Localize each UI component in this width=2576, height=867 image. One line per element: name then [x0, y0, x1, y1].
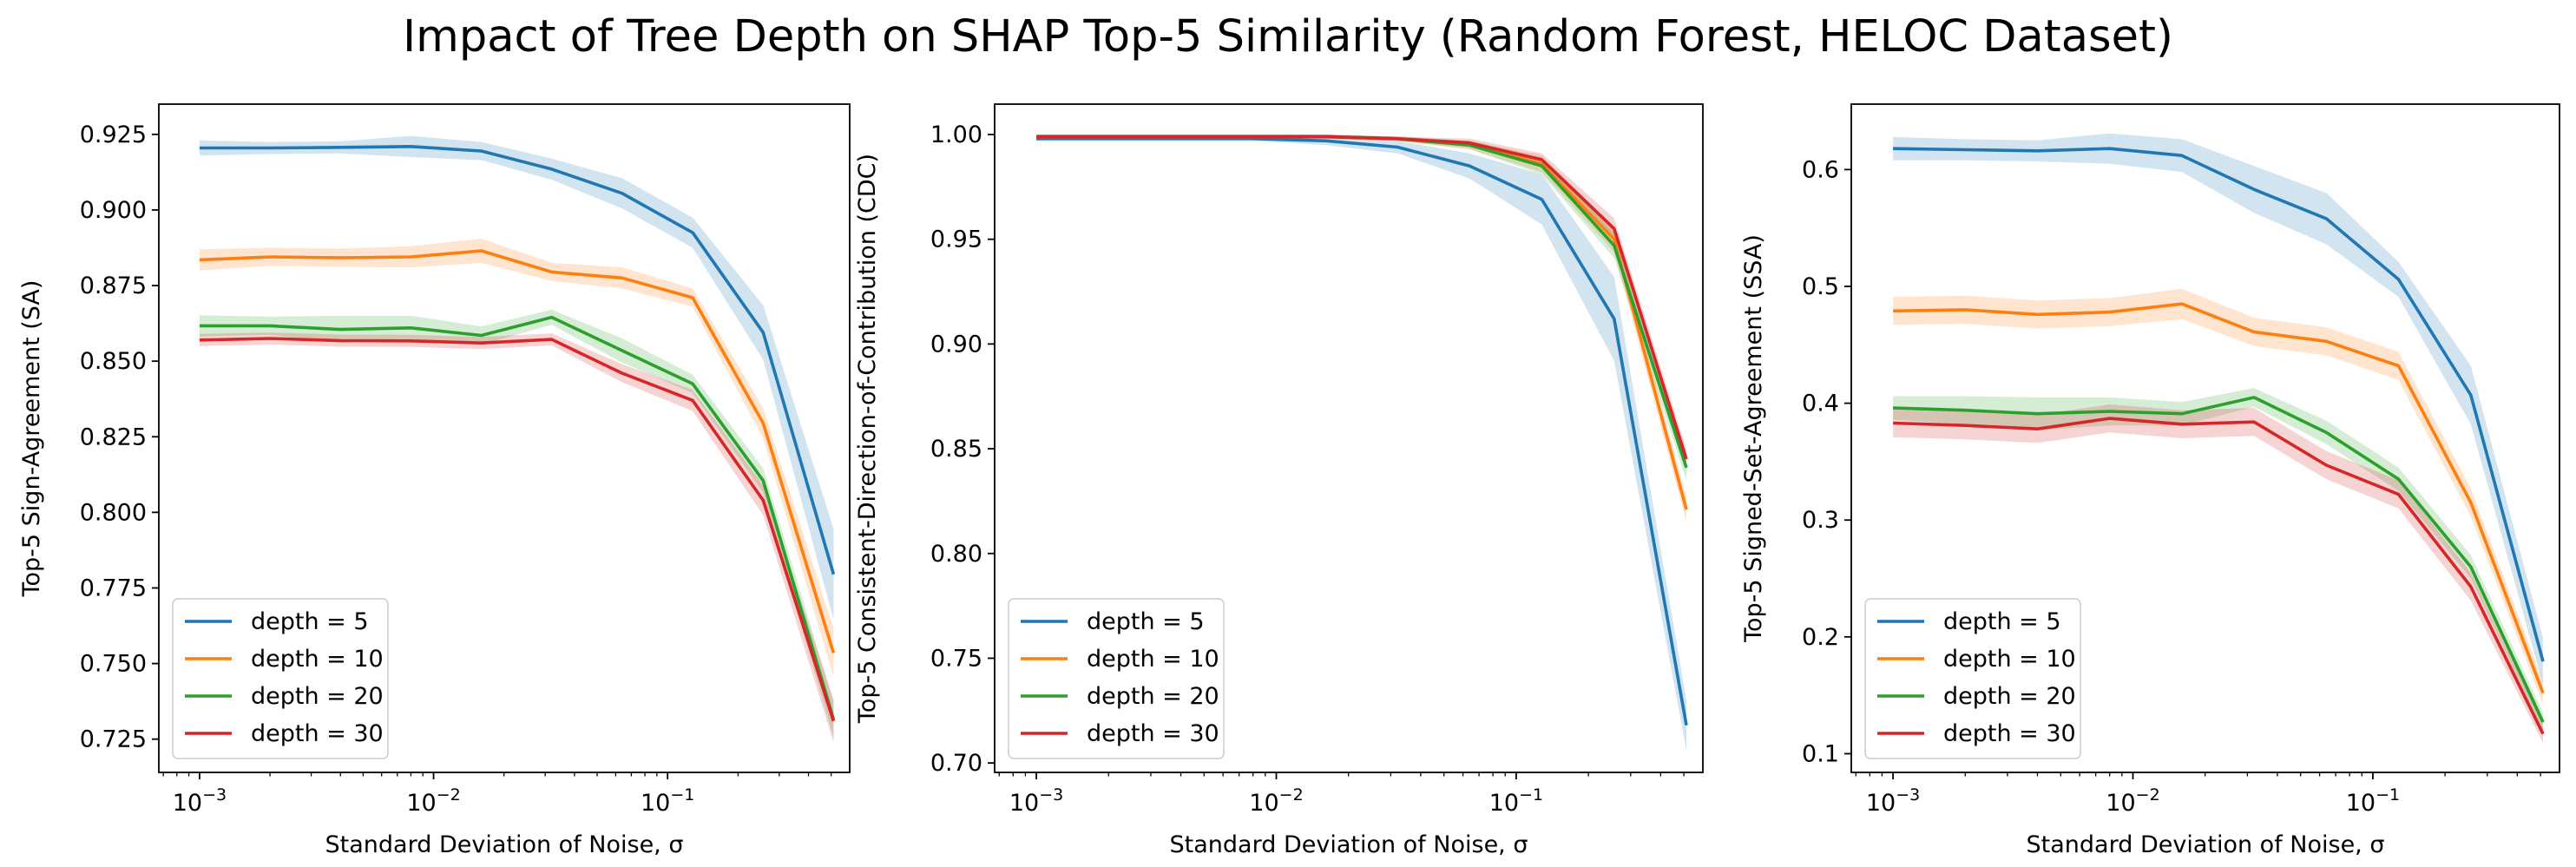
- y-tick-label: 0.5: [1802, 273, 1839, 300]
- y-axis-label: Top-5 Consistent-Direction-of-Contributi…: [854, 154, 881, 724]
- subplot-consistent-direction: 0.70 0.75 0.80 0.85 0.90 0.95 1.00 10−3 10−2 10−1…: [854, 103, 1704, 858]
- legend-label: depth = 10: [251, 646, 384, 673]
- legend-box: [1864, 598, 2081, 759]
- y-tick-label: 0.850: [80, 348, 147, 375]
- y-tick-label: 0.75: [930, 645, 982, 672]
- x-axis-label: Standard Deviation of Noise, σ: [325, 831, 684, 858]
- y-tick-label: 0.825: [80, 424, 147, 450]
- y-axis-label: Top-5 Sign-Agreement (SA): [18, 280, 45, 598]
- confidence-band-depth-20: [1893, 388, 2543, 732]
- x-axis-label: Standard Deviation of Noise, σ: [2027, 831, 2385, 858]
- y-tick-label: 0.775: [80, 575, 147, 601]
- x-tick-label: 10−3: [173, 785, 227, 817]
- y-axis-label: Top-5 Signed-Set-Agreement (SSA): [1740, 234, 1767, 643]
- x-tick-label: 10−1: [641, 785, 694, 817]
- series-line-depth-20: [199, 315, 836, 720]
- legend: depth = 5 depth = 10 depth = 20 depth = 30: [1008, 598, 1225, 759]
- x-tick-label: 10−1: [2346, 785, 2400, 817]
- figure-title: Impact of Tree Depth on SHAP Top-5 Simil…: [403, 11, 2173, 62]
- y-tick-label: 0.725: [80, 726, 147, 753]
- x-tick-label: 10−2: [1249, 785, 1303, 817]
- y-tick-label: 0.875: [80, 273, 147, 299]
- legend-label: depth = 20: [1087, 683, 1219, 710]
- y-tick-label: 0.95: [930, 227, 982, 253]
- series-line-depth-5: [1893, 147, 2545, 662]
- plot-area: [1036, 135, 1688, 751]
- y-tick-label: 0.70: [930, 750, 982, 777]
- x-tick-label: 10−2: [406, 785, 460, 817]
- series-line-depth-30: [199, 337, 836, 722]
- series-line-depth-5: [1036, 137, 1688, 726]
- plot-area: [1893, 133, 2545, 744]
- y-tick-label: 0.4: [1802, 391, 1839, 417]
- series-line-depth-30: [1036, 135, 1688, 460]
- series-line-depth-10: [1036, 135, 1688, 510]
- legend-label: depth = 20: [1943, 683, 2076, 710]
- y-tick-label: 1.00: [930, 122, 982, 148]
- y-tick-label: 0.1: [1802, 740, 1839, 767]
- confidence-band-depth-5: [1893, 133, 2543, 685]
- x-tick-label: 10−1: [1489, 785, 1543, 817]
- legend: depth = 5 depth = 10 depth = 20 depth = 30: [1864, 598, 2081, 759]
- x-tick-label: 10−3: [1866, 785, 1920, 817]
- plot-area: [199, 135, 836, 743]
- legend-label: depth = 5: [1087, 608, 1205, 635]
- series-line-depth-20: [1893, 396, 2545, 723]
- x-axis-label: Standard Deviation of Noise, σ: [1170, 831, 1528, 858]
- subplot-signed-set-agreement: 0.1 0.2 0.3 0.4 0.5 0.6 10−3 10−2 10−1 Standard D…: [1740, 103, 2560, 858]
- x-tick-label: 10−3: [1009, 785, 1063, 817]
- legend-label: depth = 10: [1087, 646, 1219, 673]
- y-tick-label: 0.6: [1802, 156, 1839, 183]
- legend-label: depth = 20: [251, 683, 384, 710]
- series-line-depth-30: [1893, 417, 2545, 735]
- y-tick-label: 0.800: [80, 499, 147, 526]
- legend-box: [1008, 598, 1225, 759]
- confidence-band-depth-30: [1893, 404, 2543, 744]
- legend-label: depth = 5: [1943, 608, 2061, 635]
- y-tick-label: 0.750: [80, 651, 147, 678]
- legend: depth = 5 depth = 10 depth = 20 depth = 30: [172, 598, 389, 759]
- legend-label: depth = 30: [251, 720, 384, 747]
- y-tick-label: 0.80: [930, 541, 982, 568]
- legend-box: [172, 598, 389, 759]
- legend-label: depth = 5: [251, 608, 369, 635]
- y-tick-label: 0.3: [1802, 507, 1839, 534]
- y-tick-label: 0.900: [80, 197, 147, 224]
- series-line-depth-10: [1893, 302, 2545, 694]
- series-line-depth-5: [199, 145, 836, 575]
- y-tick-label: 0.85: [930, 436, 982, 463]
- y-tick-label: 0.2: [1802, 624, 1839, 651]
- y-tick-label: 0.90: [930, 331, 982, 358]
- legend-label: depth = 10: [1943, 646, 2076, 673]
- legend-label: depth = 30: [1087, 720, 1219, 747]
- x-tick-label: 10−2: [2106, 785, 2159, 817]
- subplot-sign-agreement: 0.725 0.750 0.775 0.800 0.825 0.850 0.875 0.900…: [18, 103, 851, 858]
- y-tick-label: 0.925: [80, 122, 147, 148]
- series-line-depth-10: [199, 249, 836, 654]
- legend-label: depth = 30: [1943, 720, 2076, 747]
- confidence-band-depth-10: [1036, 135, 1686, 522]
